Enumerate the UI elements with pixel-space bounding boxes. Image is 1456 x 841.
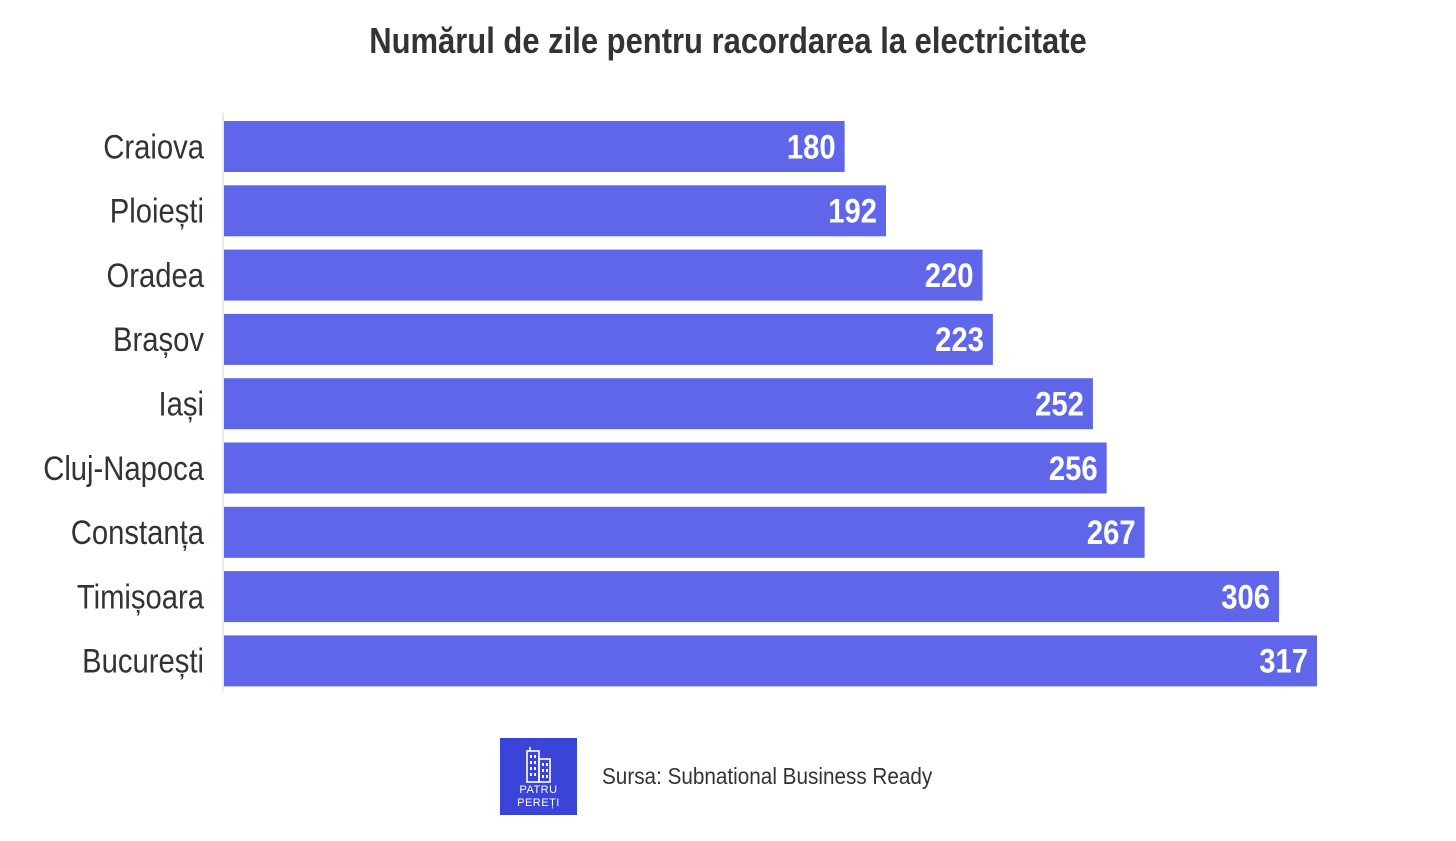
- category-label-3: Brașov: [113, 320, 204, 359]
- bar-6: [224, 506, 1145, 558]
- footer: PATRU PEREȚI Sursa: Subnational Business…: [500, 738, 969, 815]
- value-label-2: 220: [925, 256, 974, 295]
- source-note: Sursa: Subnational Business Ready: [602, 763, 933, 789]
- category-label-7: Timișoara: [77, 577, 205, 616]
- category-label-4: Iași: [159, 384, 204, 423]
- bar-1: [224, 185, 887, 237]
- logo-text-line2: PEREȚI: [517, 797, 560, 809]
- bar-4: [224, 378, 1093, 430]
- value-label-6: 267: [1087, 513, 1136, 552]
- bar-3: [224, 313, 993, 365]
- value-label-4: 252: [1035, 384, 1084, 423]
- bar-0: [224, 121, 845, 172]
- building-icon: [526, 747, 551, 783]
- category-label-8: București: [82, 642, 204, 681]
- category-label-2: Oradea: [107, 256, 205, 295]
- bar-2: [224, 249, 983, 301]
- bar-7: [224, 571, 1280, 623]
- category-label-0: Craiova: [103, 127, 204, 166]
- value-label-8: 317: [1259, 642, 1308, 681]
- bar-5: [224, 442, 1107, 494]
- category-label-5: Cluj-Napoca: [43, 449, 204, 488]
- logo-text-line1: PATRU: [519, 784, 558, 796]
- value-label-0: 180: [787, 127, 836, 166]
- bar-8: [224, 635, 1317, 687]
- category-label-1: Ploiești: [110, 191, 204, 230]
- category-label-6: Constanța: [71, 513, 205, 552]
- brand-logo: PATRU PEREȚI: [500, 738, 577, 815]
- value-label-3: 223: [935, 320, 984, 359]
- value-label-7: 306: [1221, 577, 1270, 616]
- value-label-5: 256: [1049, 449, 1098, 488]
- bars-layer: Craiova 180 Ploiești 192 Oradea 220 Brașov 223 I…: [43, 121, 1317, 687]
- chart-title: Numărul de zile pentru racordarea la ele…: [369, 20, 1087, 61]
- value-label-1: 192: [828, 191, 877, 230]
